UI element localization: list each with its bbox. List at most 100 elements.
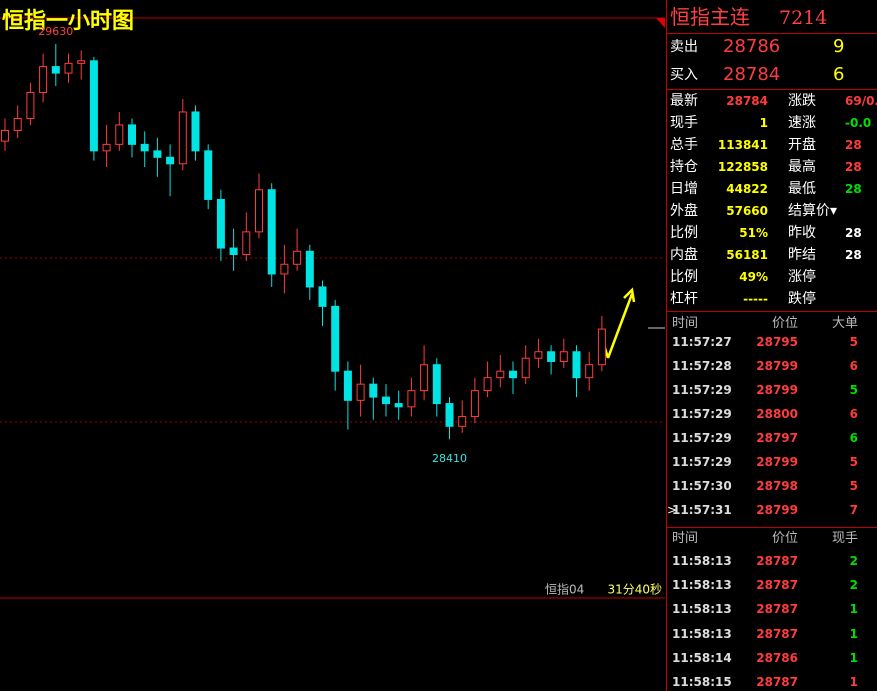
stat-value: -0.0 (845, 116, 872, 130)
row-time: 11:58:13 (672, 554, 732, 568)
row-price: 28800 (756, 407, 798, 421)
row-time: 11:58:15 (672, 675, 732, 689)
candle-body (64, 62, 73, 74)
contract-name: 恒指主连 (670, 5, 750, 29)
row-price: 28798 (756, 479, 798, 493)
candle-body (51, 66, 60, 74)
candle-body (115, 124, 124, 145)
candle-body (432, 364, 441, 405)
quote-panel: 恒指主连 7214 卖出 28786 9 买入 28784 6 最新 28784 现… (666, 0, 877, 691)
countdown: 31分40秒 (607, 583, 662, 597)
stat-label: 现手 (670, 115, 698, 131)
candle-body (89, 60, 98, 152)
candle-body (102, 143, 111, 152)
stat-label: 结算价▾ (788, 203, 838, 219)
candle-body (318, 286, 327, 307)
stat-label: 内盘 (670, 247, 698, 263)
bid-label: 买入 (670, 67, 698, 83)
row-size: 1 (849, 626, 858, 641)
ask-price: 28786 (723, 36, 781, 57)
candle-body (331, 305, 340, 372)
stat-value: 57660 (726, 204, 768, 218)
candle-body (470, 390, 479, 418)
row-time: 11:57:29 (672, 407, 732, 421)
stat-label: 最新 (670, 93, 698, 109)
candle-body (191, 111, 200, 152)
candle-body (572, 351, 581, 379)
stat-label: 速涨 (788, 115, 816, 131)
stat-label: 持仓 (670, 159, 698, 175)
candle-body (509, 370, 517, 379)
separator (667, 527, 877, 528)
candle-body (255, 189, 263, 233)
stat-value: 28 (845, 226, 862, 240)
candle-body (280, 263, 289, 275)
row-time: 11:57:29 (672, 383, 732, 397)
candle-body (356, 383, 365, 401)
separator (667, 33, 877, 34)
row-price: 28799 (756, 359, 798, 373)
stat-value: 28 (845, 160, 862, 174)
chart-title: 恒指一小时图 (2, 8, 134, 34)
candle-body (293, 250, 302, 265)
row-time: 11:57:30 (672, 479, 732, 493)
candle-body (166, 156, 175, 165)
candle-body (305, 250, 314, 288)
row-time: 11:57:31 (672, 503, 732, 517)
candle-body (559, 351, 568, 362)
candle-body (420, 364, 429, 392)
candle-body (458, 416, 467, 427)
candle-body (204, 150, 213, 200)
stat-label: 昨收 (788, 225, 816, 241)
stat-value: 56181 (726, 248, 768, 262)
candle-body (26, 92, 35, 119)
row-size: 5 (849, 479, 858, 493)
stat-value: 69/0.2 (845, 94, 877, 108)
stat-label: 最高 (788, 159, 816, 175)
row-price: 28797 (756, 431, 798, 445)
row-time: 11:58:13 (672, 602, 732, 617)
row-size: 6 (849, 407, 858, 421)
table-header: 大单 (831, 316, 858, 331)
candle-body (597, 328, 606, 366)
stat-value: 28 (845, 248, 862, 262)
stat-label: 外盘 (670, 203, 698, 219)
row-size: 5 (849, 455, 858, 469)
candle-body (534, 351, 543, 359)
row-marker: > (667, 503, 678, 517)
stat-label: 跌停 (788, 291, 816, 307)
row-size: 2 (849, 578, 858, 593)
row-time: 11:57:28 (672, 359, 732, 373)
row-size: 7 (849, 503, 858, 517)
stat-value: 44822 (726, 182, 768, 196)
table-header: 时间 (672, 316, 699, 331)
table-header: 现手 (831, 531, 858, 546)
stat-value: 113841 (717, 138, 768, 152)
candle-body (178, 111, 187, 165)
table-header: 时间 (672, 531, 699, 546)
row-size: 5 (849, 335, 858, 349)
contract-label: 恒指04 (545, 582, 584, 597)
candle-body (585, 364, 594, 379)
stat-value: 28784 (726, 94, 768, 108)
row-size: 6 (849, 359, 858, 373)
candle-body (39, 66, 48, 94)
corner-marker (656, 18, 665, 28)
stat-label: 开盘 (788, 137, 816, 153)
candle-body (242, 231, 251, 256)
candle-body (343, 370, 352, 401)
candle-body (216, 198, 225, 249)
row-price: 28799 (756, 503, 798, 517)
table-header: 价位 (771, 316, 798, 331)
stat-value: 122858 (717, 160, 768, 174)
row-price: 28787 (756, 578, 798, 593)
separator (667, 311, 877, 312)
stat-value: ----- (743, 292, 768, 306)
stat-label: 涨停 (788, 269, 816, 285)
stat-label: 比例 (670, 269, 698, 285)
candle-body (140, 143, 149, 152)
row-price: 28787 (756, 554, 798, 568)
stat-value: 28 (845, 182, 862, 196)
row-size: 1 (849, 675, 858, 689)
candle-body (229, 247, 238, 256)
